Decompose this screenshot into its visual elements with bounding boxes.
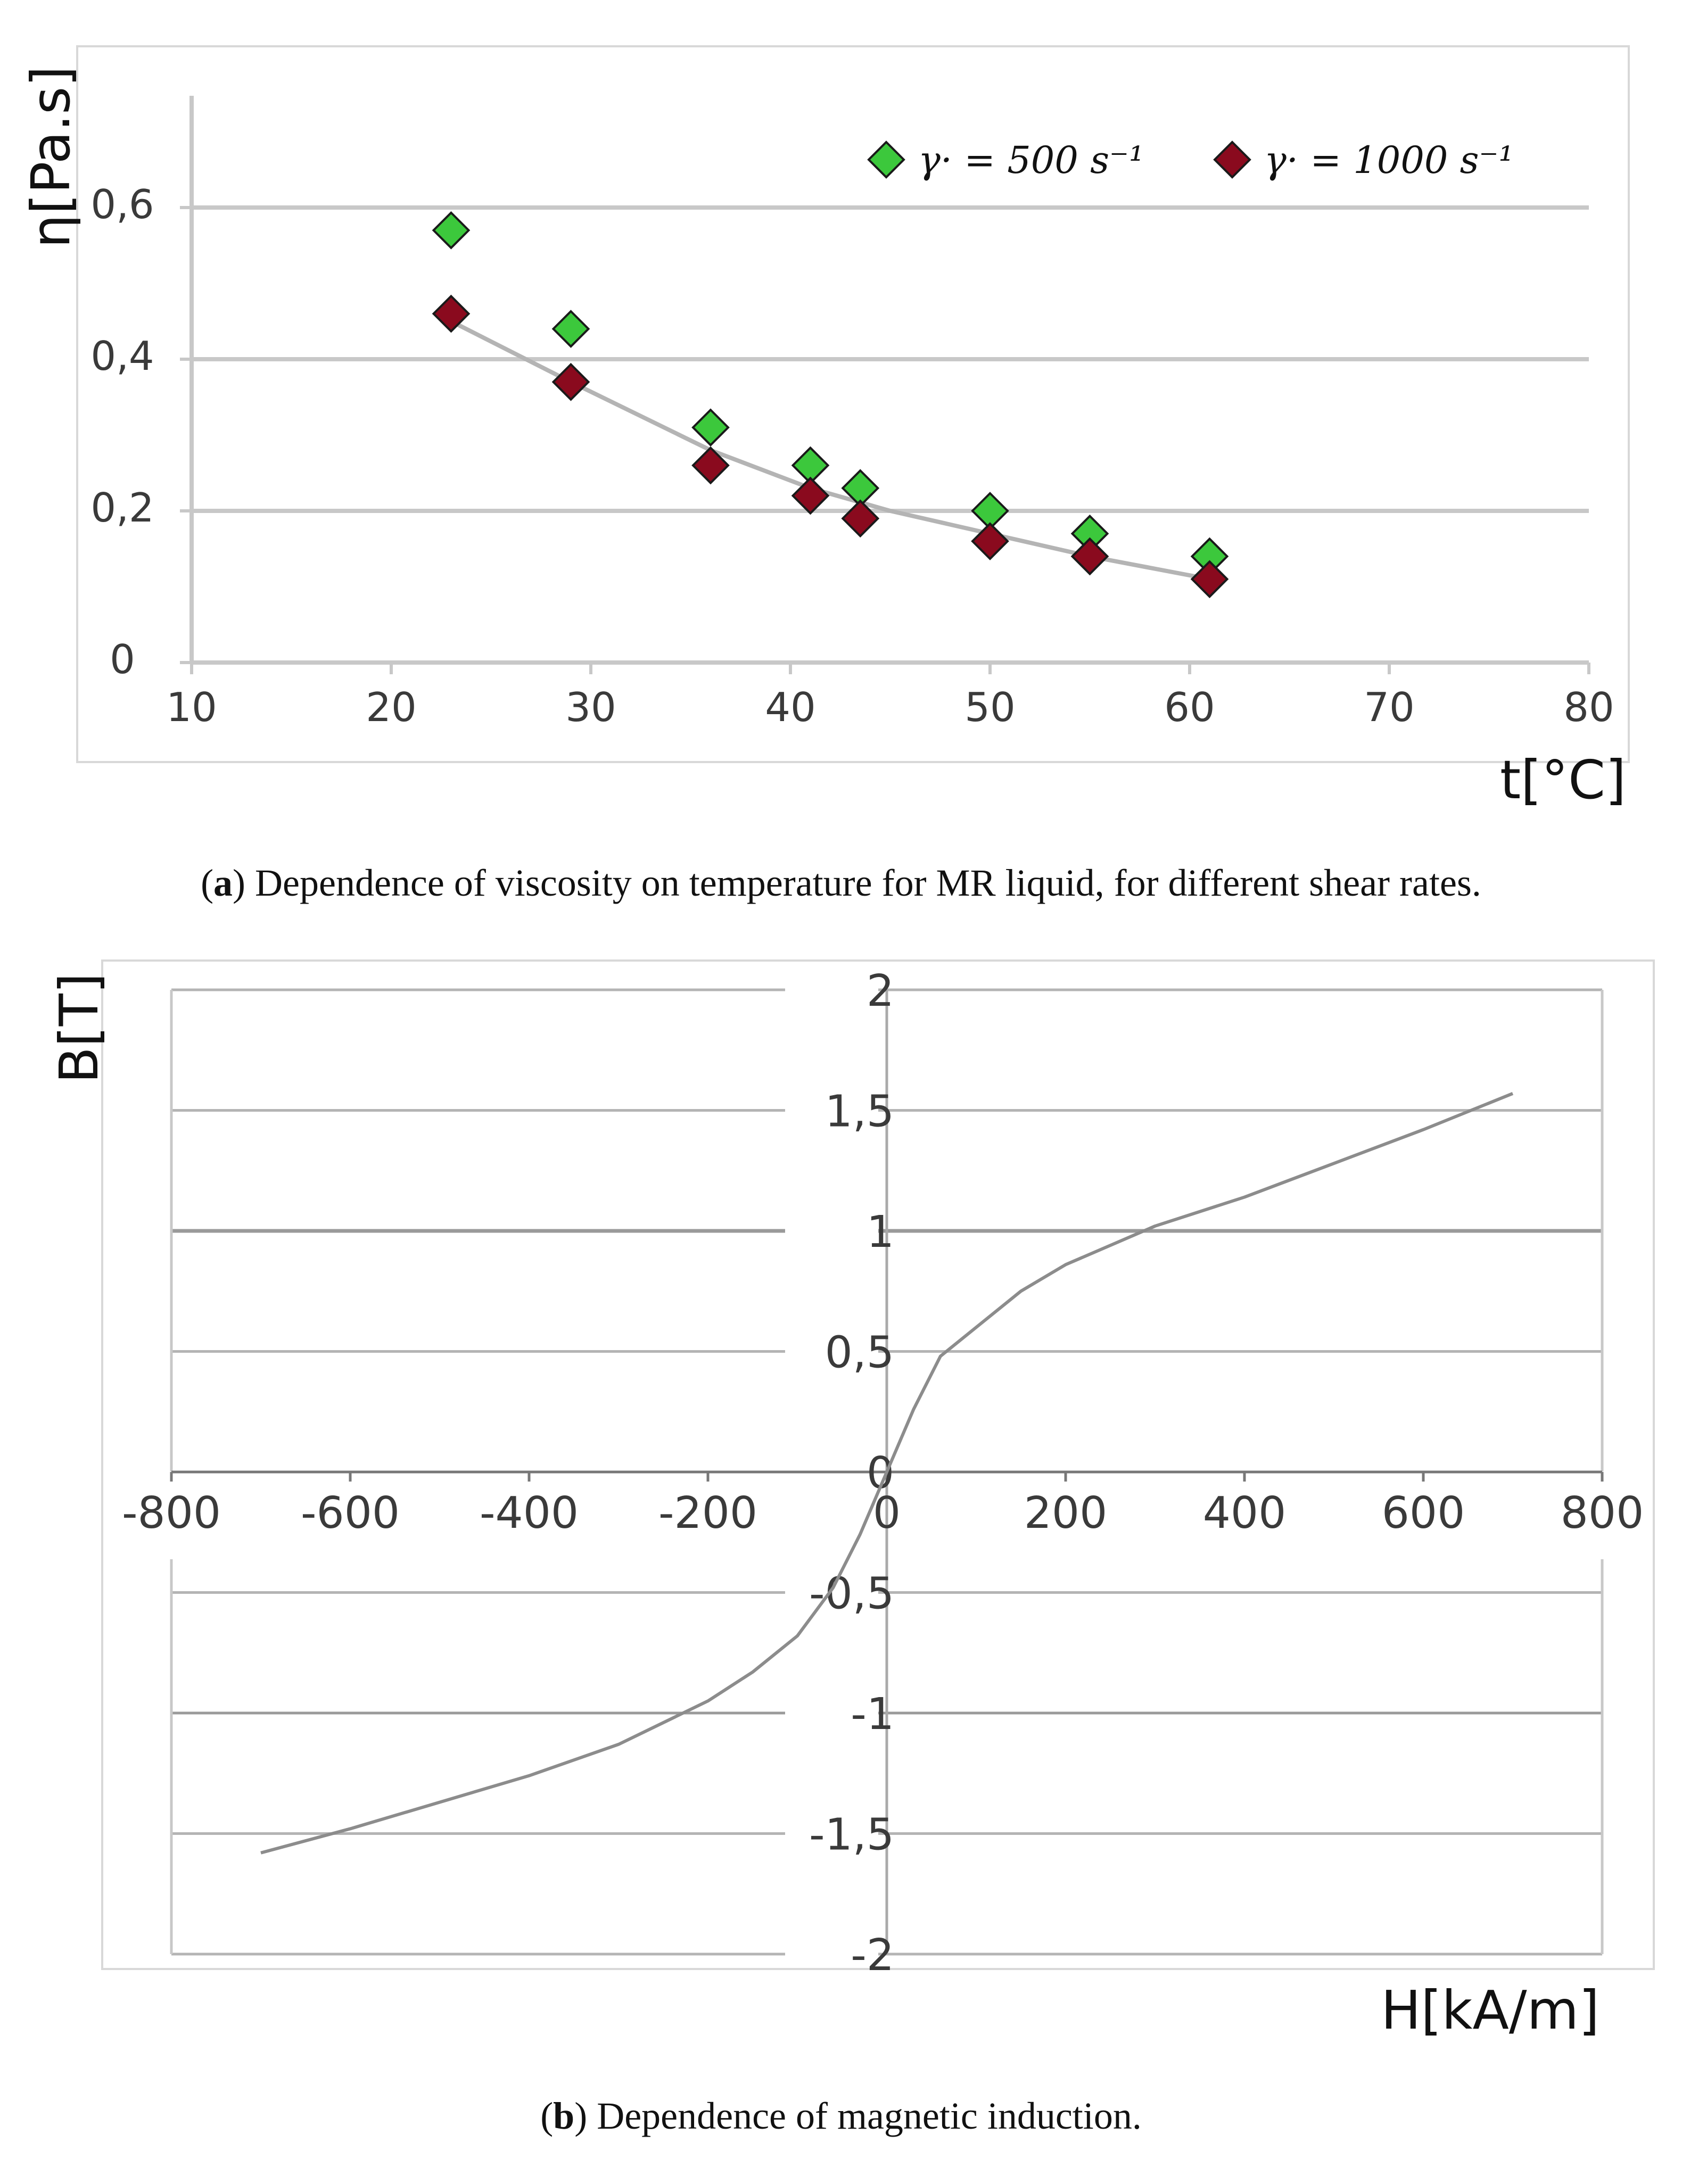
chart-b-y-tick-label: -2 [851,1930,894,1981]
caption-a-label: a [213,862,233,904]
chart-b-x-tick-label: 200 [1024,1488,1108,1538]
chart-a-y-tick-label: 0 [110,636,135,683]
chart-a-point-1000 [691,446,730,485]
chart-b-y-tick-label: 1 [867,1207,894,1258]
chart-b-x-tick-label: -800 [122,1488,221,1538]
chart-a-fit-line [450,319,1210,582]
chart-a-y-tick-label: 0,4 [90,333,154,379]
chart-b-y-tick-label: -0,5 [809,1569,894,1619]
chart-a-x-tick-label: 10 [166,684,217,731]
chart-b-y-axis-title: B[T] [48,973,110,1083]
chart-a-x-tick-label: 50 [964,684,1015,731]
chart-b-y-tick-label: -1,5 [809,1810,894,1860]
chart-a-frame [76,45,1630,763]
chart-b-x-tick-label: -200 [658,1488,757,1538]
chart-a-point-1000 [841,499,880,538]
chart-a-fit-curve [450,319,1210,582]
chart-b-x-tick-label: 0 [873,1488,901,1538]
chart-a-point-1000 [551,362,590,401]
chart-b-x-tick-label: 600 [1382,1488,1465,1538]
legend-marker-500 [867,140,905,179]
chart-a-point-1000 [791,476,830,515]
chart-a-x-tick-label: 70 [1364,684,1414,731]
legend-label-500: γ· = 500 s⁻¹ [918,138,1144,182]
chart-a-x-ticks: 10 20 30 40 50 60 70 80 [166,663,1614,731]
chart-a-point-1000 [971,522,1009,560]
chart-b-y-tick-label: 0,5 [825,1328,894,1378]
chart-b-y-tick-label: 2 [867,966,894,1016]
caption-b-text: Dependence of magnetic induction. [587,2095,1142,2137]
viscosity-chart: 10 20 30 40 50 60 70 80 0 0,2 0,4 0,6 γ· = 500 s⁻¹… [20,45,1630,811]
chart-a-axes [189,96,1589,665]
chart-a-point-1000 [1070,537,1109,576]
chart-b-frame [101,959,1655,1970]
chart-a-legend: γ· = 500 s⁻¹ γ· = 1000 s⁻¹ [867,138,1514,182]
legend-label-1000: γ· = 1000 s⁻¹ [1264,138,1514,182]
chart-b-x-ticks: -800 -600 -400 -200 0 200 400 600 800 [122,1472,1644,1538]
chart-a-y-tick-label: 0,6 [90,181,154,228]
caption-b-label: b [553,2095,575,2137]
chart-a-y-tick-label: 0,2 [90,484,154,531]
chart-a-point-500 [691,408,730,447]
chart-a-y-axis-title: η[Pa.s] [20,66,82,248]
chart-a-x-tick-label: 30 [565,684,616,731]
chart-b-x-tick-label: 800 [1561,1488,1644,1538]
chart-a-point-1000 [1190,560,1229,599]
chart-a-points [432,211,1229,599]
caption-b: (b) Dependence of magnetic induction. [540,2095,1142,2137]
chart-b-x-axis-title: H[kA/m] [1381,1979,1599,2041]
chart-b-y-tick-label: -1 [851,1689,894,1740]
chart-a-x-axis-title: t[°C] [1500,749,1626,811]
chart-b-y-tick-label: 0 [867,1448,894,1499]
chart-b-x-tick-label: -600 [301,1488,400,1538]
legend-marker-1000 [1213,140,1251,179]
chart-a-x-tick-label: 80 [1563,684,1614,731]
caption-a: (a) Dependence of viscosity on temperatu… [201,862,1481,904]
chart-b-x-tick-label: -400 [480,1488,579,1538]
chart-b-gridlines [170,988,1604,1956]
chart-a-x-tick-label: 40 [765,684,815,731]
caption-a-text: Dependence of viscosity on temperature f… [245,862,1481,904]
chart-a-point-1000 [432,294,471,333]
chart-a-x-tick-label: 60 [1164,684,1215,731]
chart-a-y-ticks: 0 0,2 0,4 0,6 [90,181,192,683]
chart-a-x-tick-label: 20 [366,684,416,731]
chart-b-curve [260,1092,1514,1855]
chart-b-bh-curve [260,1092,1514,1855]
chart-a-point-500 [551,310,590,348]
chart-b-y-tick-label: 1,5 [825,1087,894,1137]
chart-b-x-tick-label: 400 [1203,1488,1287,1538]
chart-b-axes [171,990,1602,1954]
chart-b-y-ticks: 2 1,5 1 0,5 0 -0,5 -1 -1,5 -2 [809,966,894,1981]
chart-a-point-500 [432,211,471,250]
